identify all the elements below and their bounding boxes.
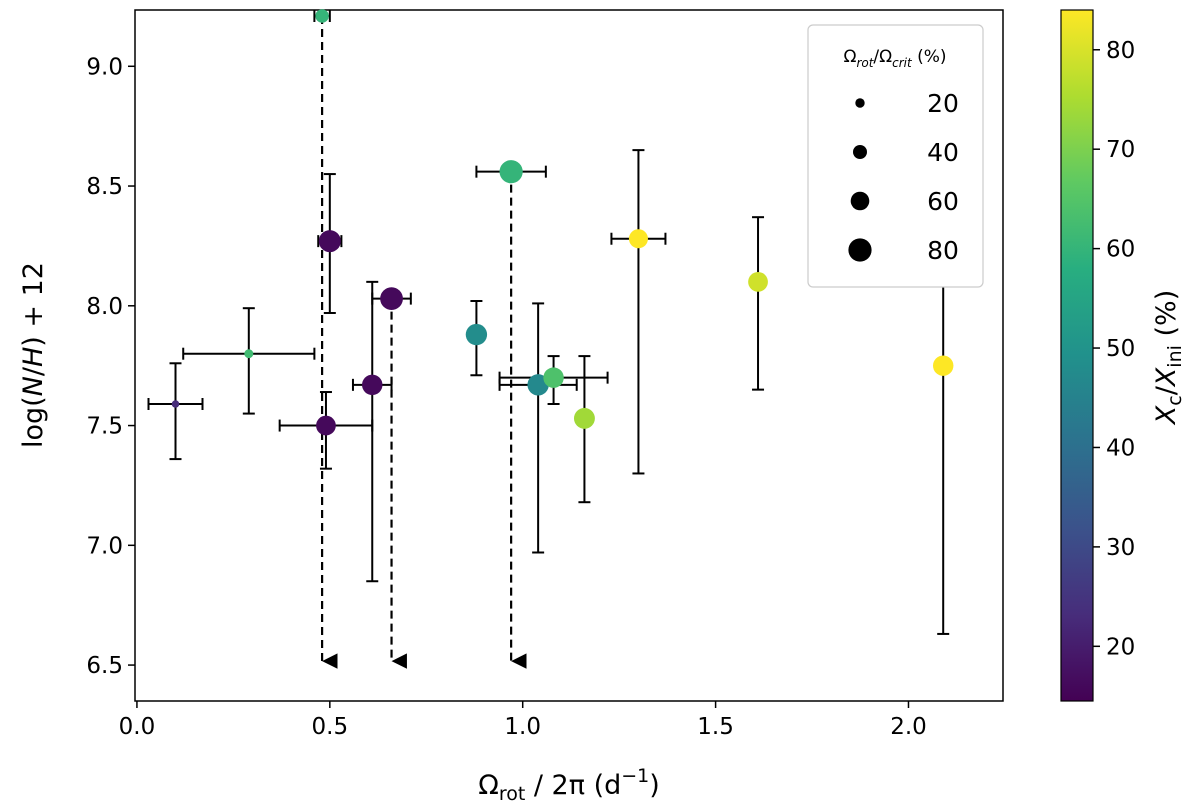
- data-point: [316, 415, 336, 436]
- legend-marker: [855, 98, 865, 108]
- legend-label: 20: [927, 89, 959, 118]
- data-point: [628, 229, 648, 249]
- data-point: [171, 400, 180, 408]
- data-point: [932, 355, 954, 376]
- x-axis-label: Ωrot / 2π (d−1): [478, 765, 660, 805]
- y-axis-ticks: 6.5 7.0 7.5 8.0 8.5 9.0: [86, 54, 135, 679]
- data-point: [543, 367, 564, 388]
- data-point: [573, 407, 595, 429]
- legend-marker: [848, 238, 872, 262]
- x-tick-label: 1.5: [697, 714, 734, 740]
- x-tick-label: 1.0: [504, 714, 541, 740]
- data-point: [315, 9, 329, 23]
- colorbar-tick-label: 80: [1106, 38, 1135, 64]
- colorbar-tick-label: 70: [1106, 137, 1135, 163]
- data-point: [318, 230, 341, 253]
- data-point: [362, 374, 383, 396]
- size-legend: Ωrot/Ωcrit (%) 20 40 60 80: [807, 24, 984, 288]
- y-tick-label: 9.0: [86, 54, 123, 80]
- x-tick-label: 2.0: [890, 714, 927, 740]
- data-point: [380, 287, 403, 310]
- colorbar-label: Xc/Xini (%): [1151, 290, 1186, 426]
- legend-entries: 20 40 60 80: [848, 89, 959, 265]
- legend-label: 40: [927, 138, 959, 167]
- colorbar-tick-label: 40: [1106, 435, 1135, 461]
- colorbar-tick-label: 60: [1106, 237, 1135, 263]
- x-tick-label: 0.0: [119, 714, 156, 740]
- y-tick-label: 7.0: [86, 533, 123, 559]
- colorbar: 20 30 40 50 60 70 80 Xc/Xini (%): [1060, 9, 1186, 702]
- colorbar-gradient: [1060, 9, 1094, 702]
- legend-box: [807, 24, 984, 288]
- legend-marker: [850, 191, 870, 211]
- data-point: [499, 160, 523, 184]
- y-axis-label: log(N/H) + 12: [18, 262, 49, 448]
- y-tick-label: 8.5: [86, 174, 123, 200]
- legend-marker: [853, 145, 867, 159]
- colorbar-tick-label: 20: [1106, 634, 1135, 660]
- y-tick-label: 8.0: [86, 294, 123, 320]
- legend-label: 60: [927, 187, 959, 216]
- colorbar-tick-label: 50: [1106, 336, 1135, 362]
- data-point: [748, 271, 768, 292]
- data-points: [171, 9, 954, 436]
- colorbar-ticks: 20 30 40 50 60 70 80: [1093, 38, 1135, 660]
- x-axis-ticks: 0.0 0.5 1.0 1.5 2.0: [119, 701, 927, 740]
- data-point: [527, 374, 549, 396]
- y-tick-label: 6.5: [86, 653, 123, 679]
- x-tick-label: 0.5: [312, 714, 349, 740]
- data-point: [244, 349, 254, 359]
- data-point: [465, 323, 488, 346]
- colorbar-tick-label: 30: [1106, 535, 1135, 561]
- upper-limit-arrows: [321, 15, 527, 669]
- legend-title: Ωrot/Ωcrit (%): [843, 47, 946, 70]
- legend-label: 80: [927, 236, 959, 265]
- y-tick-label: 7.5: [86, 414, 123, 440]
